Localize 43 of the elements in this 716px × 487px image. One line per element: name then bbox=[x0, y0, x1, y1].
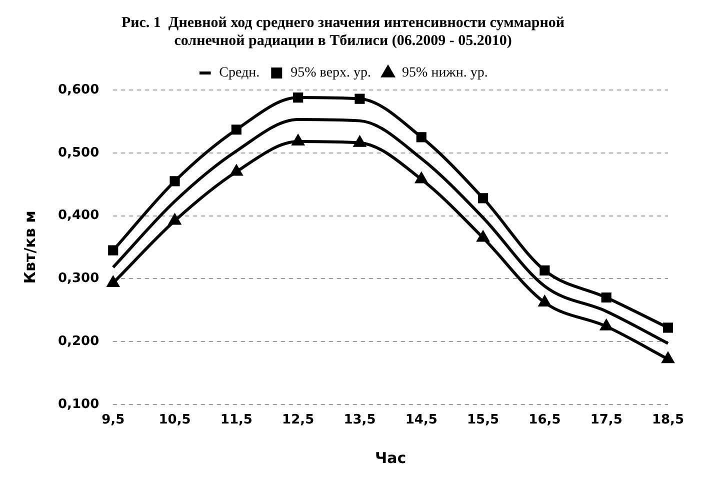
x-tick-label: 11,5 bbox=[220, 412, 252, 428]
point bbox=[416, 172, 428, 184]
x-tick-label: 14,5 bbox=[405, 412, 438, 428]
point bbox=[354, 94, 365, 104]
point bbox=[662, 352, 674, 364]
x-tick-label: 18,5 bbox=[652, 412, 684, 428]
y-tick-label: 0,300 bbox=[58, 271, 100, 286]
x-tick-label: 9,5 bbox=[102, 412, 125, 428]
x-tick-label: 12,5 bbox=[282, 412, 314, 428]
point bbox=[540, 265, 550, 276]
y-tick-label: 0,600 bbox=[58, 82, 100, 98]
chart-title: Рис. 1 Дневной ход среднего значения интенсивности суммарной солнечной радиации в Тбилиси (06.2009 - 05.2010) bbox=[121, 14, 565, 49]
x-tick-label: 16,5 bbox=[528, 412, 561, 428]
point bbox=[538, 296, 551, 307]
point bbox=[478, 193, 488, 204]
point bbox=[107, 276, 119, 288]
point bbox=[600, 320, 612, 330]
point bbox=[477, 231, 489, 242]
point bbox=[662, 322, 674, 333]
legend-label: 95% нижн. ур. bbox=[402, 66, 488, 81]
point bbox=[293, 92, 304, 103]
x-tick-label: 10,5 bbox=[158, 412, 191, 428]
point bbox=[354, 136, 366, 147]
y-tick-label: 0,200 bbox=[58, 334, 100, 349]
y-tick-label: 0,400 bbox=[58, 208, 100, 224]
point bbox=[292, 135, 304, 146]
x-axis-title: Час bbox=[374, 448, 406, 467]
y-tick-label: 0,100 bbox=[58, 396, 100, 412]
point bbox=[230, 165, 242, 176]
y-axis-title: Квт/кв м bbox=[20, 210, 39, 284]
x-tick-label: 17,5 bbox=[590, 412, 622, 428]
legend-label: 95% верх. ур. bbox=[290, 66, 372, 81]
point bbox=[416, 132, 426, 142]
point bbox=[108, 245, 118, 256]
x-tick-label: 15,5 bbox=[467, 412, 500, 428]
point bbox=[170, 176, 180, 186]
legend-label: Средн. bbox=[219, 66, 260, 81]
point bbox=[231, 124, 242, 135]
y-tick-label: 0,500 bbox=[58, 145, 100, 160]
line-series bbox=[112, 118, 670, 345]
point bbox=[168, 214, 181, 225]
point bbox=[601, 292, 612, 303]
x-tick-label: 13,5 bbox=[344, 412, 376, 428]
